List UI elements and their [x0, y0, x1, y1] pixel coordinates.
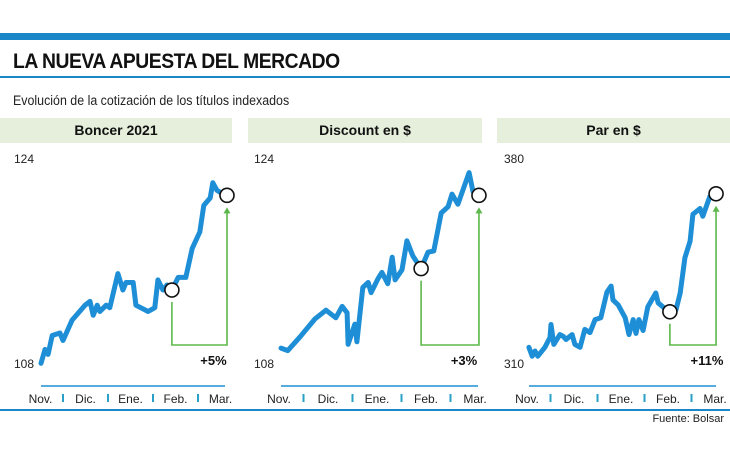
- y-tick-label: 108: [254, 357, 274, 371]
- page-subtitle: Evolución de la cotización de los título…: [13, 93, 290, 108]
- x-tick-label: Nov.: [267, 392, 291, 406]
- end-marker: [219, 187, 235, 204]
- y-tick-label: 310: [504, 357, 524, 371]
- y-tick-label: 124: [14, 152, 34, 166]
- x-tick-label: Feb.: [163, 392, 187, 406]
- x-tick-label: Dic.: [318, 392, 339, 406]
- panel-title-par: Par en $: [497, 118, 730, 143]
- source-note: Fuente: Bolsar: [652, 413, 724, 425]
- arrowhead-icon: [223, 207, 231, 214]
- x-tick-label: Nov.: [515, 392, 539, 406]
- change-bracket: [669, 209, 717, 346]
- x-tick-label: Ene.: [118, 392, 143, 406]
- x-tick-label: Nov.: [29, 392, 53, 406]
- title-divider: [0, 76, 730, 78]
- x-tick-label: Mar.: [703, 392, 726, 406]
- x-tick-label: Feb.: [414, 392, 438, 406]
- change-label: +5%: [200, 353, 227, 368]
- chart-0: 124 108 +5% Nov. Dic. Ene. Feb. Mar.: [14, 152, 235, 406]
- change-bracket: [171, 211, 228, 346]
- x-tick-label: Feb.: [656, 392, 680, 406]
- arrowhead-icon: [712, 205, 720, 212]
- x-tick-label: Ene.: [609, 392, 634, 406]
- series-line: [526, 191, 717, 359]
- start-marker: [662, 303, 678, 320]
- x-tick-label: Mar.: [463, 392, 486, 406]
- change-bracket: [420, 211, 480, 346]
- x-tick-label: Mar.: [209, 392, 232, 406]
- y-tick-label: 108: [14, 357, 34, 371]
- top-accent-bar: [0, 33, 730, 40]
- x-tick-label: Dic.: [75, 392, 96, 406]
- start-marker: [164, 282, 180, 298]
- panel-title-discount: Discount en $: [248, 118, 482, 143]
- change-label: +11%: [691, 353, 724, 368]
- arrowhead-icon: [475, 207, 483, 214]
- start-marker: [413, 260, 429, 277]
- series-line: [38, 180, 228, 366]
- series-line: [278, 170, 480, 354]
- end-marker: [471, 187, 487, 204]
- chart-2: 380 310 +11% Nov. Dic. Ene. Feb. Mar.: [504, 152, 727, 406]
- panel-title-boncer: Boncer 2021: [0, 118, 232, 143]
- change-label: +3%: [451, 353, 478, 368]
- bottom-divider: [0, 409, 730, 411]
- x-tick-label: Dic.: [564, 392, 585, 406]
- x-tick-label: Ene.: [365, 392, 390, 406]
- y-tick-label: 124: [254, 152, 274, 166]
- chart-1: 124 108 +3% Nov. Dic. Ene. Feb. Mar.: [254, 152, 487, 406]
- end-marker: [708, 185, 724, 202]
- y-tick-label: 380: [504, 152, 524, 166]
- page-title: LA NUEVA APUESTA DEL MERCADO: [13, 50, 340, 73]
